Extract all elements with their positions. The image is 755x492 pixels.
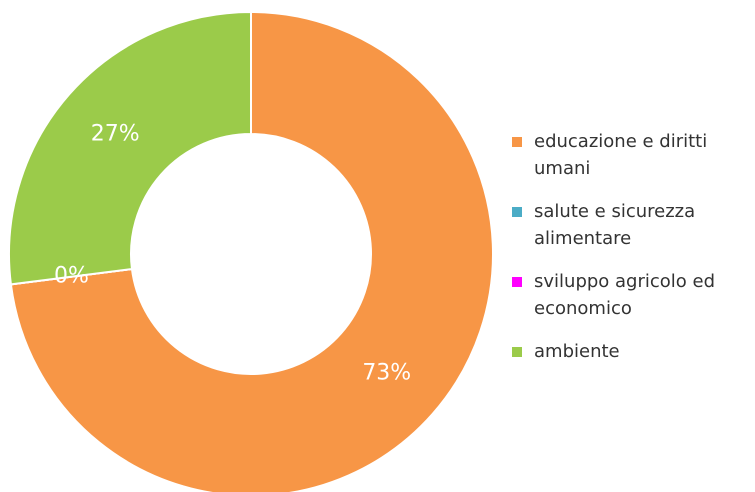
slice-label-ambiente: 27% — [91, 121, 140, 146]
donut-chart: 73% 0% 27% — [8, 10, 494, 492]
legend-label-salute-line2: alimentare — [534, 228, 632, 249]
legend-label-salute-line1: salute e sicurezza — [534, 201, 696, 222]
slice-labels: 73% 0% 27% — [54, 121, 411, 385]
legend-label-sviluppo-line1: sviluppo agricolo ed — [534, 271, 716, 292]
legend-swatch-educazione — [512, 137, 522, 147]
legend-label-sviluppo-line2: economico — [534, 298, 632, 319]
legend-swatch-ambiente — [512, 347, 522, 357]
slice-label-educazione: 73% — [362, 361, 411, 386]
slice-ambiente — [8, 10, 252, 286]
legend-item-educazione: educazione e diritti umani — [510, 128, 750, 182]
legend-item-sviluppo: sviluppo agricolo ed economico — [510, 268, 750, 322]
donut-slices — [8, 10, 494, 492]
legend-label-educazione-line2: umani — [534, 158, 591, 179]
legend-swatch-salute — [512, 207, 522, 217]
legend-swatch-sviluppo — [512, 277, 522, 287]
slice-label-sviluppo: 0% — [54, 264, 89, 289]
slice-educazione — [9, 10, 494, 492]
legend-item-ambiente: ambiente — [510, 338, 750, 365]
legend-label-ambiente-line1: ambiente — [534, 341, 620, 362]
legend-label-educazione-line1: educazione e diritti — [534, 131, 708, 152]
legend: educazione e diritti umani salute e sicu… — [510, 128, 750, 381]
legend-item-salute: salute e sicurezza alimentare — [510, 198, 750, 252]
